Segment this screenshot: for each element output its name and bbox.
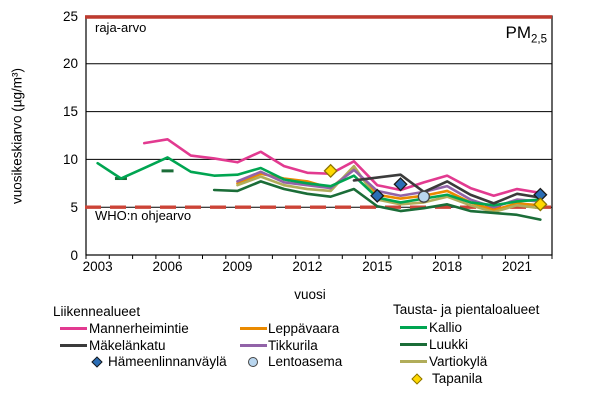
x-tick-label: 2003 xyxy=(82,259,113,274)
legend-swatch-kallio xyxy=(400,326,427,329)
legend-label-lentoasema: Lentoasema xyxy=(268,354,343,369)
x-tick-label: 2021 xyxy=(502,259,533,274)
marker-tapanila xyxy=(533,197,548,212)
legend-swatch-tikkurila xyxy=(240,343,267,347)
legend-swatch-luukki xyxy=(400,343,427,346)
legend-label-tapanila: Tapanila xyxy=(432,371,483,386)
series-kallio xyxy=(96,156,542,207)
x-tick-label: 2012 xyxy=(292,259,323,274)
legend-swatch-leppavaara xyxy=(240,327,267,330)
x-tick-label: 2018 xyxy=(432,259,463,274)
limit-line-label: raja-arvo xyxy=(95,20,147,35)
series-luukki xyxy=(212,180,542,221)
chart-title: PM2,5 xyxy=(505,23,548,46)
legend-label-mannerheimintie: Mannerheimintie xyxy=(89,321,189,336)
legend-group-title: Tausta- ja pientaloalueet xyxy=(393,302,540,317)
x-tick-label: 2006 xyxy=(152,259,183,274)
legend-label-tikkurila: Tikkurila xyxy=(268,337,318,353)
y-tick-label: 20 xyxy=(62,56,78,72)
marker-hameenlinnanvayla xyxy=(370,188,385,203)
legend-marker-tapanila-diamond-icon xyxy=(411,372,423,385)
x-tick-label: 2015 xyxy=(362,259,393,274)
legend-marker-hameenlinnanvayla-diamond-icon xyxy=(91,355,103,368)
legend-marker-lentoasema-circle-icon xyxy=(248,357,258,367)
legend-label-luukki: Luukki xyxy=(429,337,469,352)
series-makelankatu xyxy=(352,173,542,205)
legend-swatch-mannerheimintie xyxy=(60,327,87,330)
y-tick-label: 0 xyxy=(70,247,78,263)
marker-tapanila xyxy=(323,163,338,178)
y-tick-label: 15 xyxy=(62,104,78,120)
x-tick-label: 2009 xyxy=(222,259,253,274)
series-vartiokyla xyxy=(236,164,542,214)
legend-label-makelankatu: Mäkelänkatu xyxy=(89,337,166,353)
y-tick-label: 5 xyxy=(70,199,78,215)
legend-label-hameenlinnanvayla: Hämeenlinnanväylä xyxy=(108,354,227,369)
y-axis-title: vuosikeskiarvo (µg/m³) xyxy=(9,67,25,205)
marker-hameenlinnanvayla xyxy=(393,177,408,192)
x-axis-title: vuosi xyxy=(294,287,326,302)
marker-lentoasema xyxy=(417,190,431,203)
legend-swatch-makelankatu xyxy=(60,343,87,347)
legend-label-vartiokyla: Vartiokylä xyxy=(429,354,488,369)
who-guideline-label: WHO:n ohjearvo xyxy=(95,208,192,223)
legend-swatch-vartiokyla xyxy=(400,360,427,363)
legend-label-leppavaara: Leppävaara xyxy=(268,321,340,336)
legend-group-title: Liikennealueet xyxy=(53,304,141,319)
y-tick-label: 10 xyxy=(62,151,78,167)
y-tick-label: 25 xyxy=(62,8,78,24)
series-mannerheimintie xyxy=(142,138,542,198)
legend-label-kallio: Kallio xyxy=(429,320,463,335)
plot-area xyxy=(85,15,553,259)
